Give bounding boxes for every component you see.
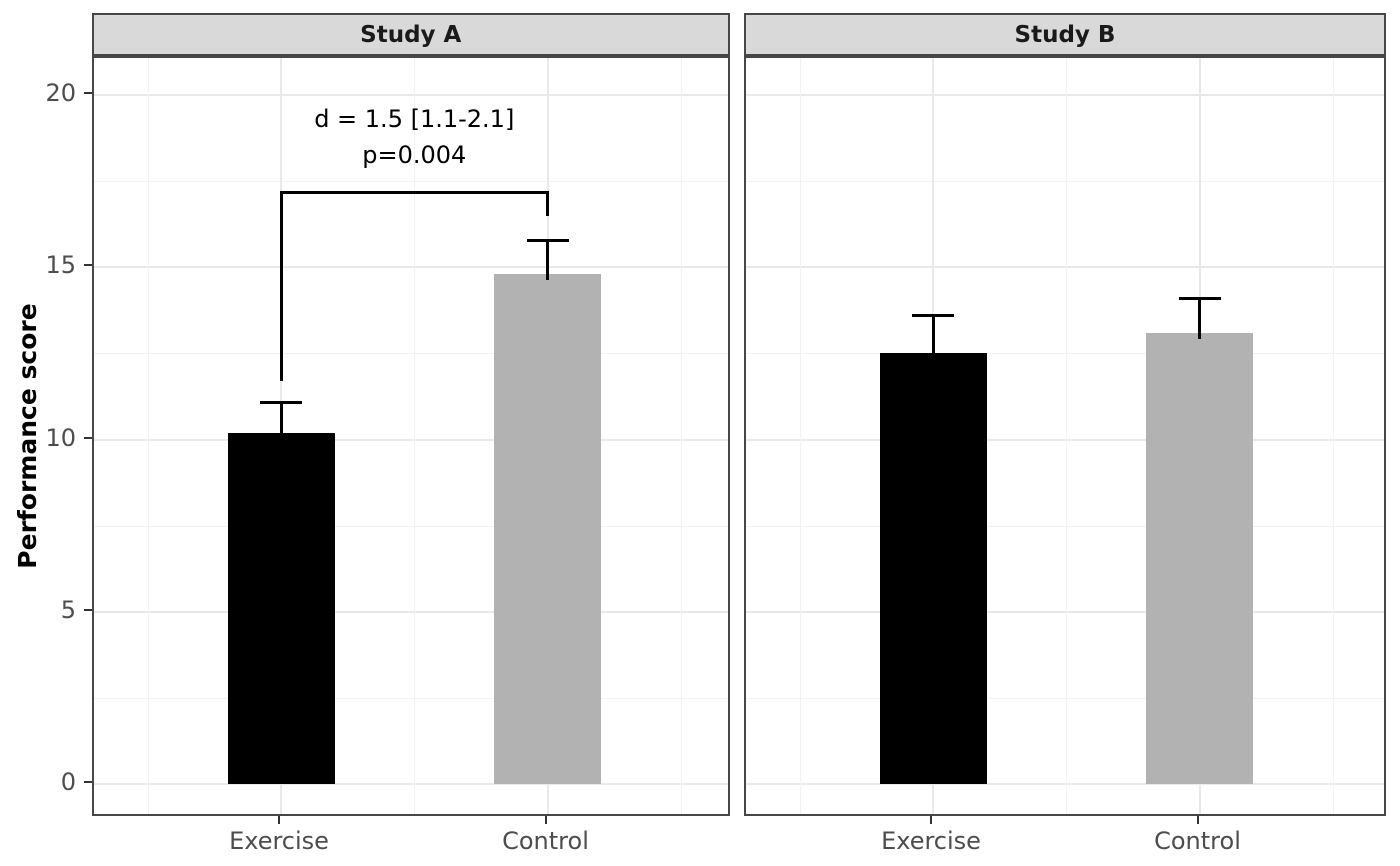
y-tick-label: 15 — [45, 251, 76, 280]
gridline-major-horizontal — [746, 783, 1384, 785]
gridline-major-horizontal — [746, 266, 1384, 269]
y-tick-mark — [84, 781, 92, 783]
x-tick-mark — [930, 816, 932, 824]
gridline-minor-horizontal — [94, 697, 728, 699]
error-bar — [1198, 298, 1201, 339]
facet-strip-label: Study A — [360, 21, 462, 48]
gridline-major-horizontal — [746, 438, 1384, 441]
y-tick-mark — [84, 436, 92, 439]
error-bar-cap — [260, 400, 302, 404]
y-tick-label: 10 — [45, 423, 76, 452]
error-bar — [931, 315, 935, 360]
facet-strip-label: Study B — [1014, 21, 1116, 48]
x-tick-label: Exercise — [229, 827, 329, 855]
significance-bracket-right — [546, 191, 549, 216]
gridline-minor-vertical — [414, 58, 416, 814]
gridline-minor-vertical — [680, 58, 682, 814]
error-bar-cap — [526, 238, 569, 242]
gridline-minor-horizontal — [746, 525, 1384, 527]
error-bar — [279, 401, 283, 439]
gridline-major-horizontal — [746, 94, 1384, 96]
gridline-minor-horizontal — [94, 525, 728, 527]
gridline-major-horizontal — [94, 610, 728, 613]
gridline-major-horizontal — [94, 438, 728, 441]
gridline-minor-vertical — [1332, 58, 1334, 814]
error-bar-cap — [912, 314, 954, 318]
gridline-minor-horizontal — [94, 181, 728, 183]
bar-control — [1146, 332, 1253, 784]
significance-bracket-top — [279, 191, 549, 195]
facet-strip: Study B — [744, 13, 1386, 56]
effect-size-annotation: d = 1.5 [1.1-2.1] — [314, 105, 515, 134]
error-bar-cap — [1178, 297, 1221, 301]
x-tick-mark — [544, 816, 547, 824]
x-tick-label: Control — [502, 827, 589, 855]
gridline-major-horizontal — [94, 94, 728, 96]
plot-panel — [744, 56, 1386, 816]
gridline-major-horizontal — [94, 266, 728, 269]
bar-exercise — [879, 353, 987, 784]
annotation-block: d = 1.5 [1.1-2.1] p=0.004 — [204, 101, 624, 173]
x-tick-mark — [278, 816, 280, 824]
y-tick-mark — [84, 264, 92, 267]
y-tick-mark — [84, 92, 92, 94]
gridline-minor-vertical — [799, 58, 801, 814]
bar-control — [494, 274, 601, 784]
bar-exercise — [227, 432, 335, 784]
gridline-minor-horizontal — [746, 697, 1384, 699]
p-value-annotation: p=0.004 — [362, 141, 467, 170]
gridline-major-horizontal — [746, 610, 1384, 613]
x-tick-label: Control — [1154, 827, 1241, 855]
facet-strip: Study A — [92, 13, 730, 56]
gridline-major-horizontal — [94, 783, 728, 785]
significance-bracket-left — [279, 191, 283, 381]
y-tick-label: 20 — [45, 79, 76, 107]
plot-panel: d = 1.5 [1.1-2.1] p=0.004 — [92, 56, 730, 816]
error-bar — [546, 239, 549, 281]
y-tick-label: 0 — [60, 768, 76, 796]
x-tick-label: Exercise — [881, 827, 981, 855]
gridline-minor-vertical — [147, 58, 149, 814]
y-tick-label: 5 — [60, 595, 76, 624]
gridline-minor-horizontal — [746, 353, 1384, 355]
gridline-minor-horizontal — [94, 353, 728, 355]
x-tick-mark — [1196, 816, 1199, 824]
gridline-minor-horizontal — [746, 181, 1384, 183]
gridline-minor-vertical — [1066, 58, 1068, 814]
y-tick-mark — [84, 608, 92, 611]
